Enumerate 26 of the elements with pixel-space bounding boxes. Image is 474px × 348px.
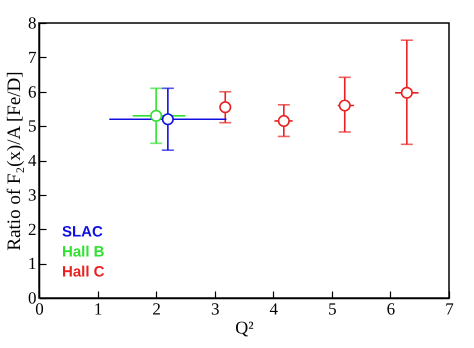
y-tick-label: 6 — [28, 82, 36, 102]
point — [162, 113, 174, 126]
text: Hall B — [62, 244, 105, 260]
point — [338, 99, 351, 112]
y-tick-label: 7 — [28, 48, 37, 67]
x-tick-label: 5 — [328, 300, 337, 318]
x-tick-label: 2 — [152, 300, 161, 318]
point — [278, 114, 290, 127]
y-tick-label: 4 — [28, 151, 37, 170]
x-tick-label: 1 — [94, 300, 102, 318]
point — [400, 86, 413, 99]
x-axis-title: Q² — [235, 318, 254, 338]
y-tick-label: 8 — [28, 14, 36, 32]
y-tick-label: 5 — [28, 116, 36, 136]
text: SLAC — [62, 224, 103, 240]
y-tick-label: 3 — [28, 185, 36, 204]
text: Hall C — [62, 264, 105, 280]
point — [150, 110, 162, 122]
x-tick-label: 6 — [386, 300, 396, 318]
x-tick-label: 4 — [270, 300, 279, 318]
y-axis-title: Ratio of F₂(x)/A [Fe/D] — [4, 71, 25, 251]
x-tick-label: 7 — [445, 300, 454, 318]
y-tick-label: 2 — [28, 220, 36, 239]
x-tick-label: 3 — [210, 300, 220, 318]
y-tick-label: 1 — [28, 254, 36, 274]
point — [219, 101, 232, 114]
